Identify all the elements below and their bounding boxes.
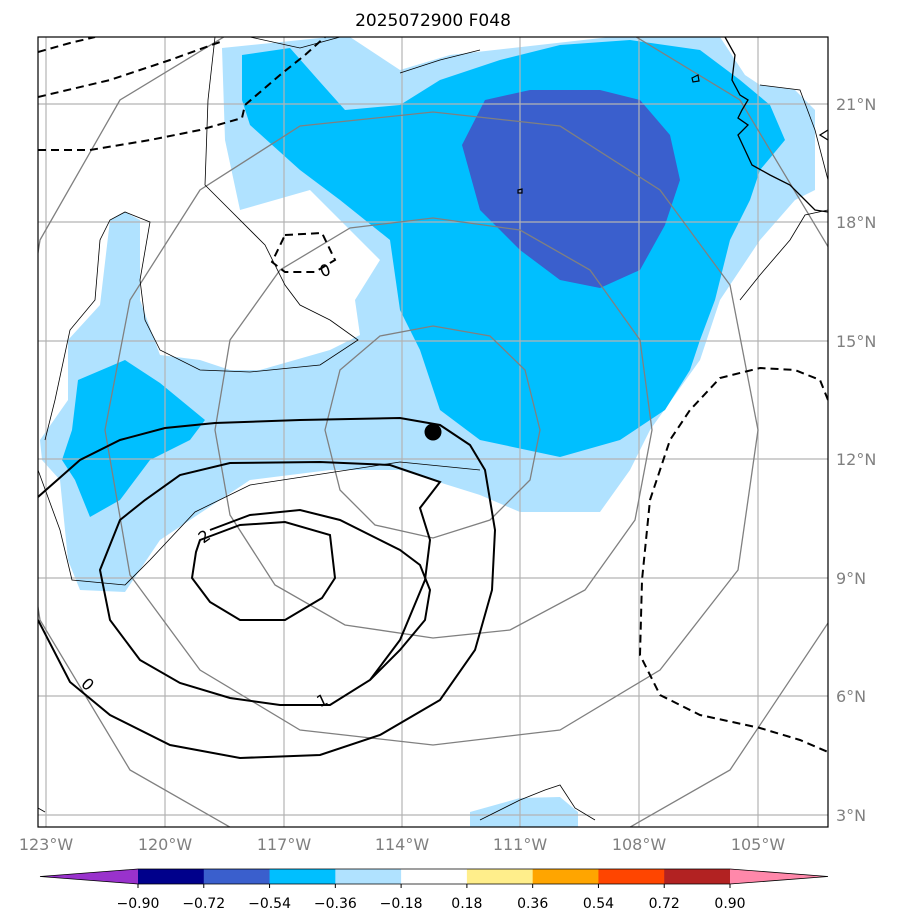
colorbar-segment <box>532 869 599 884</box>
colorbar-segment <box>138 869 205 884</box>
colorbar-tick-label: −0.36 <box>314 896 357 912</box>
lon-label: 105°W <box>731 835 786 854</box>
lat-label: 18°N <box>836 213 876 232</box>
colorbar-tick-label: 0.36 <box>517 896 548 912</box>
map-frame <box>37 36 829 828</box>
colorbar-segment <box>598 869 665 884</box>
map-title: 2025072900 F048 <box>355 11 511 31</box>
colorbar-extend-high <box>730 869 828 884</box>
latitude-labels: 3°N 6°N 9°N 12°N 15°N 18°N 21°N <box>836 95 876 825</box>
colorbar-segment <box>401 869 468 884</box>
colorbar-tick-label: −0.18 <box>380 896 423 912</box>
colorbar-segment <box>203 869 271 884</box>
colorbar-tick-label: −0.90 <box>117 896 160 912</box>
colorbar-segment <box>335 869 402 884</box>
colorbar-segment <box>466 869 534 884</box>
longitude-labels: 123°W 120°W 117°W 114°W 111°W 108°W 105°… <box>19 835 786 854</box>
lon-label: 120°W <box>138 835 193 854</box>
positive-contours <box>38 416 497 760</box>
colorbar-tick-label: 0.54 <box>583 896 614 912</box>
lon-label: 108°W <box>612 835 667 854</box>
lat-label: 12°N <box>836 450 876 469</box>
mexico-coast <box>724 37 828 213</box>
lat-label: 15°N <box>836 332 876 351</box>
lon-label: 114°W <box>375 835 430 854</box>
colorbar-tick-label: 0.72 <box>649 896 680 912</box>
colorbar-segment <box>269 869 336 884</box>
lon-label: 117°W <box>257 835 312 854</box>
colorbar-tick-label: 0.18 <box>451 896 482 912</box>
negative-contours <box>38 37 828 753</box>
colorbar-segment <box>664 869 731 884</box>
colorbar-labels: −0.90 −0.72 −0.54 −0.36 −0.18 0.18 0.36 0.54 0.7… <box>117 884 746 912</box>
lon-label: 123°W <box>19 835 74 854</box>
coastlines <box>38 37 828 821</box>
storm-center-marker <box>424 423 442 441</box>
map-area: 0 1 2 0 <box>38 37 828 827</box>
colorbar-extend-low <box>40 869 138 884</box>
lat-label: 6°N <box>836 687 866 706</box>
graticule <box>38 37 828 827</box>
range-rings <box>38 37 828 827</box>
lat-label: 3°N <box>836 806 866 825</box>
lat-label: 9°N <box>836 569 866 588</box>
lat-label: 21°N <box>836 95 876 114</box>
shading-dark-blue <box>462 90 680 288</box>
small-contours <box>517 74 700 194</box>
colorbar-tick-label: −0.72 <box>182 896 225 912</box>
colorbar-tick-label: −0.54 <box>248 896 291 912</box>
lon-label: 111°W <box>493 835 548 854</box>
colorbar-tick-label: 0.90 <box>714 896 745 912</box>
colorbar <box>39 868 829 885</box>
